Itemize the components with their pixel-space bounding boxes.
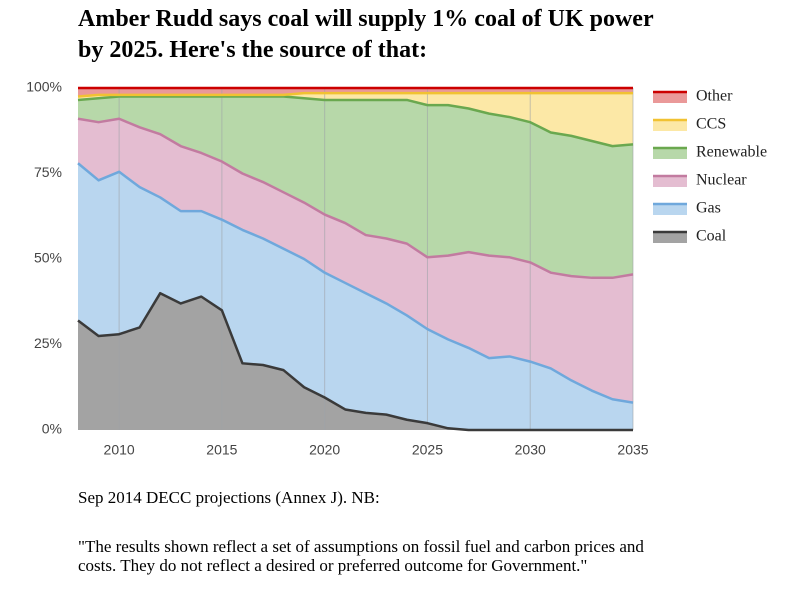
x-tick-label: 2025 <box>412 442 443 458</box>
y-tick-label: 75% <box>34 164 62 180</box>
legend-swatch <box>653 119 687 131</box>
series-line <box>77 117 634 280</box>
legend-swatch <box>653 175 687 187</box>
chart-title: Amber Rudd says coal will supply 1% coal… <box>78 6 654 63</box>
area <box>78 96 633 278</box>
legend-swatch <box>653 147 687 159</box>
area <box>78 93 633 147</box>
legend-label: Other <box>696 88 733 105</box>
legend-label: Coal <box>696 228 727 245</box>
x-tick-label: 2020 <box>309 442 340 458</box>
x-tick-label: 2010 <box>104 442 135 458</box>
x-tick-label: 2015 <box>206 442 237 458</box>
series-line <box>77 95 634 148</box>
series-line <box>77 162 634 404</box>
x-tick-label: 2030 <box>515 442 546 458</box>
legend-swatch <box>653 203 687 215</box>
area <box>78 163 633 431</box>
chart: 2010 2015 2020 2025 2030 2035 0% 25% 50% 75% 100% C… <box>26 79 767 458</box>
note: Sep 2014 DECC projections (Annex J). NB: <box>78 488 380 507</box>
legend-label: CCS <box>696 116 726 133</box>
legend-swatch <box>653 91 687 103</box>
legend-label: Nuclear <box>696 172 747 189</box>
legend-label: Gas <box>696 200 721 217</box>
note: "The results shown reflect a set of assu… <box>78 537 644 575</box>
y-tick-label: 0% <box>42 421 62 437</box>
area <box>78 118 633 403</box>
y-tick-label: 25% <box>34 335 62 351</box>
legend-swatch <box>653 231 687 243</box>
legend-label: Renewable <box>696 144 767 161</box>
y-tick-label: 100% <box>26 79 62 95</box>
y-tick-label: 50% <box>34 250 62 266</box>
x-tick-label: 2035 <box>617 442 648 458</box>
area <box>78 293 633 430</box>
series-line <box>77 291 633 432</box>
series-line <box>77 91 633 98</box>
